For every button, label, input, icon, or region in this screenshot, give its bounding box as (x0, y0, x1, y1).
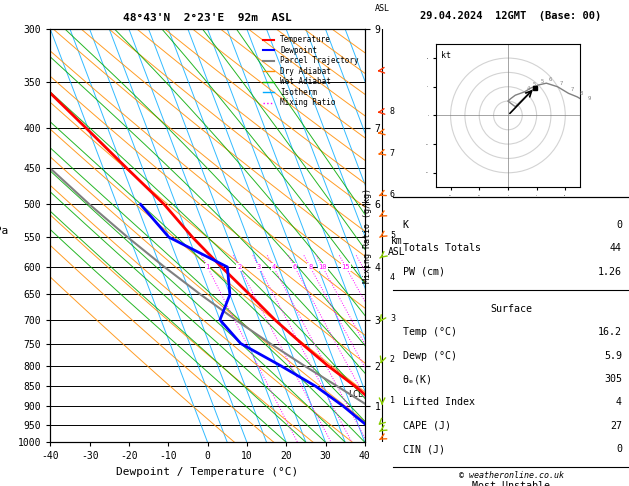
Text: 15: 15 (342, 264, 350, 270)
Text: 10: 10 (318, 264, 327, 270)
Text: 7: 7 (571, 87, 574, 92)
Text: 7: 7 (560, 81, 563, 86)
Text: 44: 44 (610, 243, 622, 254)
Text: 8: 8 (308, 264, 313, 270)
Text: 8: 8 (579, 91, 582, 96)
Text: 1.26: 1.26 (598, 267, 622, 277)
Text: 5: 5 (533, 82, 537, 87)
Text: 9: 9 (587, 96, 591, 101)
Text: km
ASL: km ASL (375, 0, 389, 13)
Text: 2: 2 (237, 264, 242, 270)
Text: 16.2: 16.2 (598, 328, 622, 337)
Text: Lifted Index: Lifted Index (403, 398, 474, 407)
Text: 27: 27 (610, 421, 622, 431)
Text: Dewp (°C): Dewp (°C) (403, 351, 457, 361)
Text: © weatheronline.co.uk: © weatheronline.co.uk (459, 471, 564, 480)
Text: K: K (403, 220, 409, 230)
Text: 2: 2 (390, 355, 395, 364)
Text: 6: 6 (292, 264, 297, 270)
Text: 29.04.2024  12GMT  (Base: 00): 29.04.2024 12GMT (Base: 00) (420, 11, 602, 21)
Text: Mixing Ratio (g/kg): Mixing Ratio (g/kg) (364, 188, 372, 283)
Y-axis label: hPa: hPa (0, 226, 8, 236)
Text: CAPE (J): CAPE (J) (403, 421, 450, 431)
Text: PW (cm): PW (cm) (403, 267, 445, 277)
Text: LCL: LCL (348, 390, 363, 399)
Text: 4: 4 (526, 86, 530, 91)
Text: 4: 4 (616, 398, 622, 407)
Text: 4: 4 (390, 273, 395, 281)
Title: 48°43'N  2°23'E  92m  ASL: 48°43'N 2°23'E 92m ASL (123, 13, 292, 23)
Text: 3: 3 (257, 264, 261, 270)
Legend: Temperature, Dewpoint, Parcel Trajectory, Dry Adiabat, Wet Adiabat, Isotherm, Mi: Temperature, Dewpoint, Parcel Trajectory… (260, 33, 361, 110)
Text: 6: 6 (390, 190, 395, 199)
Text: Most Unstable: Most Unstable (472, 482, 550, 486)
Text: 3: 3 (390, 314, 395, 323)
X-axis label: Dewpoint / Temperature (°C): Dewpoint / Temperature (°C) (116, 467, 299, 477)
Text: 0: 0 (616, 444, 622, 454)
Text: θₑ(K): θₑ(K) (403, 374, 433, 384)
Text: 5: 5 (390, 231, 395, 240)
Text: 5.9: 5.9 (604, 351, 622, 361)
Text: 8: 8 (390, 107, 395, 116)
Text: Totals Totals: Totals Totals (403, 243, 481, 254)
Text: 4: 4 (271, 264, 276, 270)
Text: Temp (°C): Temp (°C) (403, 328, 457, 337)
Text: 1: 1 (390, 397, 395, 405)
Text: 1: 1 (205, 264, 209, 270)
Text: 5: 5 (540, 79, 543, 84)
Text: CIN (J): CIN (J) (403, 444, 445, 454)
Text: kt: kt (440, 51, 450, 60)
Text: 6: 6 (548, 77, 552, 82)
Text: 0: 0 (616, 220, 622, 230)
Text: 305: 305 (604, 374, 622, 384)
Text: 7: 7 (390, 149, 395, 157)
Text: Surface: Surface (490, 304, 532, 314)
Y-axis label: km
ASL: km ASL (388, 236, 406, 257)
